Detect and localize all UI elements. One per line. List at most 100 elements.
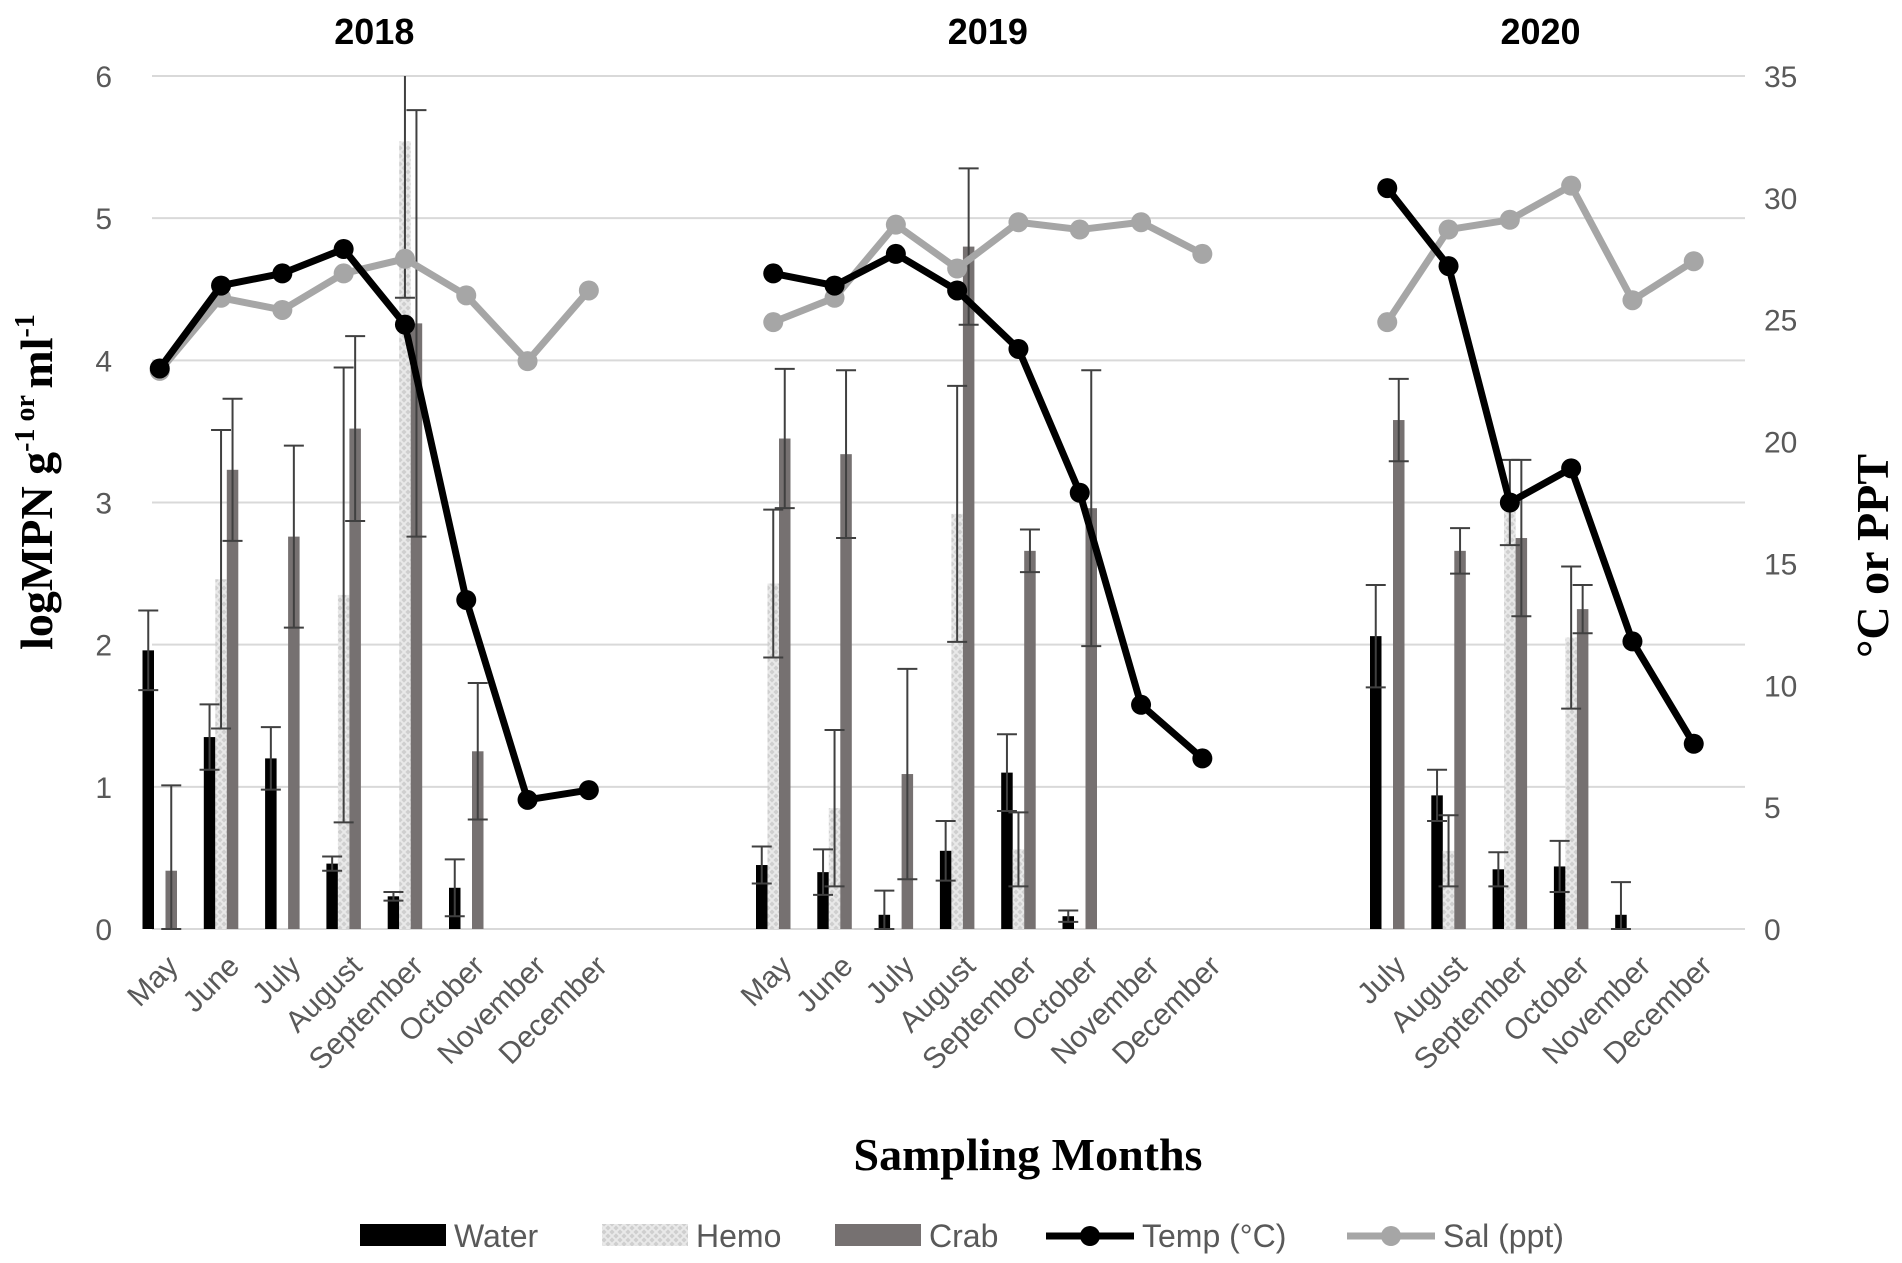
temp-line [772,250,1205,762]
year-label: 2018 [334,11,414,52]
temp-point [394,314,415,335]
y-axis-title: logMPN g-1 or ml-1 [10,314,62,650]
water-bar [939,850,952,929]
sal-point [1008,212,1029,233]
sal-point [1683,251,1704,272]
hemo-bar [1565,637,1577,929]
year-label: 2020 [1500,11,1580,52]
legend-marker-sal [1381,1226,1401,1246]
sal-point [947,258,968,279]
crab-bar [349,428,361,929]
hemo-bar [1012,849,1025,929]
temp-point [824,275,845,296]
sal-point [394,248,415,269]
legend-label-sal: Sal (ppt) [1443,1218,1564,1254]
x-axis-title: Sampling Months [854,1129,1203,1180]
water-bar [142,650,154,929]
sal-point [578,280,599,301]
trend-lines [149,175,1704,810]
crab-bar [1024,550,1036,929]
water-bar [326,863,338,929]
y-tick-label: 5 [95,203,112,236]
y-axis-title-sup2: -1 [10,314,41,337]
crab-bar [840,454,852,929]
hemo-bar [767,583,779,929]
water-bar [817,872,829,929]
sal-point [1192,243,1213,264]
sal-point [1499,209,1520,230]
legend-marker-temp [1080,1226,1100,1246]
temp-point [1377,178,1398,199]
month-label: May [121,950,184,1013]
legend-label-temp: Temp (°C) [1142,1218,1286,1254]
y-axis-title-sup1: -1 or [10,389,41,452]
temp-point [211,275,232,296]
sal-point [456,285,477,306]
legend-swatch-water [360,1224,446,1246]
axis-ticks: 0 1 2 3 4 5 6 0 5 10 15 20 25 30 35 [95,61,1797,947]
crab-bar [226,469,239,929]
water-bar [1492,869,1505,929]
temp-line [1384,185,1697,746]
crab-bar [1576,609,1589,929]
temp-point [1499,492,1520,513]
legend-swatch-hemo [602,1224,688,1246]
legend-swatch-crab [835,1224,921,1246]
hemo-bar [1504,502,1516,929]
temp-point [885,243,906,264]
water-bar [203,737,216,929]
crab-bar [1454,550,1466,929]
year-label: 2019 [948,11,1028,52]
y2-tick-label: 0 [1764,914,1781,947]
y2-tick-label: 10 [1764,670,1797,703]
temp-point [1008,338,1029,359]
crab-bar [472,751,484,929]
crab-bar [1085,508,1097,929]
hemo-bar [1442,850,1455,929]
legend-label-water: Water [454,1218,539,1254]
water-bar [1001,772,1013,929]
temp-point [1683,733,1704,754]
y-tick-label: 0 [95,914,112,947]
y2-tick-label: 30 [1764,183,1797,216]
water-bar [265,758,277,929]
month-label: June [790,950,859,1019]
y-axis-title-ml: ml [11,337,62,388]
sal-line [157,255,592,374]
temp-point [1192,748,1213,769]
temp-point [333,239,354,260]
sal-point [885,214,906,235]
water-bar [387,896,400,929]
month-label: June [177,950,246,1019]
temp-point [1438,256,1459,277]
error-bars [138,76,1631,930]
hemo-bar [399,141,411,929]
sal-point [1131,212,1152,233]
y-tick-label: 3 [95,488,112,521]
year-labels: 2018 2019 2020 [334,11,1580,52]
hemo-bar [951,513,963,929]
temp-point [763,263,784,284]
sal-point [1561,175,1582,196]
y2-tick-label: 35 [1764,61,1797,94]
legend-label-crab: Crab [929,1218,998,1254]
y-tick-label: 6 [95,61,112,94]
month-label: May [735,950,798,1013]
legend-label-hemo: Hemo [696,1218,781,1254]
crab-bar [962,246,975,930]
temp-point [149,358,170,379]
y-tick-label: 4 [95,345,112,378]
temp-point [1561,458,1582,479]
sal-point [763,312,784,333]
crab-bar [1393,420,1405,929]
y-tick-label: 1 [95,772,112,805]
sal-point [517,351,538,372]
water-bar [756,865,768,929]
y-axis-title-base: logMPN g [11,452,62,650]
sal-point [1069,219,1090,240]
legend: Water Hemo Crab Temp (°C) Sal (ppt) [360,1218,1564,1254]
crab-bar [410,323,423,929]
temp-point [1069,482,1090,503]
